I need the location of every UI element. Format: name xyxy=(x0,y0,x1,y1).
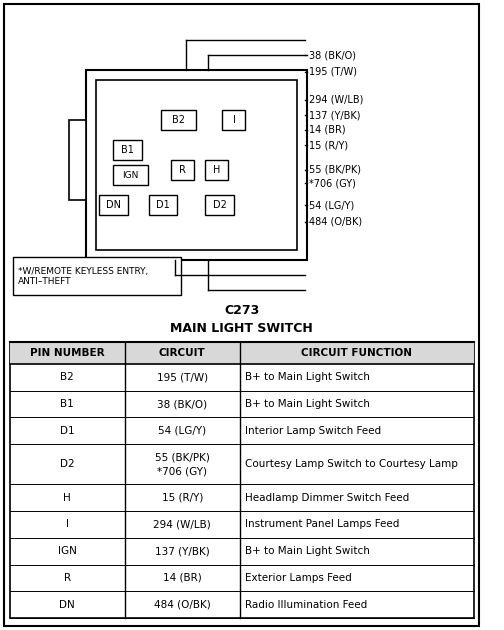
Bar xyxy=(86,70,307,260)
Text: H: H xyxy=(64,493,71,503)
Text: D1: D1 xyxy=(156,200,170,210)
Text: R: R xyxy=(179,165,185,175)
Text: 294 (W/LB): 294 (W/LB) xyxy=(309,95,363,105)
Text: C273: C273 xyxy=(224,304,259,316)
Text: CIRCUIT: CIRCUIT xyxy=(159,348,206,358)
Text: Exterior Lamps Feed: Exterior Lamps Feed xyxy=(245,573,352,583)
Text: 137 (Y/BK): 137 (Y/BK) xyxy=(309,110,360,120)
Text: B+ to Main Light Switch: B+ to Main Light Switch xyxy=(245,399,370,409)
Bar xyxy=(10,342,124,364)
FancyBboxPatch shape xyxy=(113,140,142,160)
Text: Interior Lamp Switch Feed: Interior Lamp Switch Feed xyxy=(245,426,382,436)
Text: MAIN LIGHT SWITCH: MAIN LIGHT SWITCH xyxy=(170,321,313,335)
Bar xyxy=(96,80,297,250)
Text: I: I xyxy=(232,115,235,125)
Text: 294 (W/LB): 294 (W/LB) xyxy=(153,519,211,529)
Bar xyxy=(240,342,474,364)
Text: 38 (BK/O): 38 (BK/O) xyxy=(309,50,356,60)
Text: 15 (R/Y): 15 (R/Y) xyxy=(309,140,348,150)
FancyBboxPatch shape xyxy=(99,195,128,215)
Bar xyxy=(10,342,474,618)
Text: B+ to Main Light Switch: B+ to Main Light Switch xyxy=(245,546,370,556)
Text: B1: B1 xyxy=(60,399,74,409)
FancyBboxPatch shape xyxy=(205,195,234,215)
Text: B2: B2 xyxy=(60,372,74,382)
Bar xyxy=(69,120,86,200)
Text: 14 (BR): 14 (BR) xyxy=(309,125,345,135)
Text: Radio Illumination Feed: Radio Illumination Feed xyxy=(245,600,368,610)
Text: *W/REMOTE KEYLESS ENTRY,
ANTI–THEFT: *W/REMOTE KEYLESS ENTRY, ANTI–THEFT xyxy=(18,267,149,287)
Text: CIRCUIT FUNCTION: CIRCUIT FUNCTION xyxy=(301,348,412,358)
Text: IGN: IGN xyxy=(57,546,77,556)
Text: I: I xyxy=(66,519,69,529)
Text: B1: B1 xyxy=(121,145,134,155)
FancyBboxPatch shape xyxy=(4,4,479,626)
Text: D2: D2 xyxy=(60,459,75,469)
Text: 54 (LG/Y): 54 (LG/Y) xyxy=(309,200,354,210)
Text: 14 (BR): 14 (BR) xyxy=(163,573,202,583)
FancyBboxPatch shape xyxy=(113,165,148,185)
Text: H: H xyxy=(213,165,220,175)
Text: DN: DN xyxy=(59,600,75,610)
Text: IGN: IGN xyxy=(122,171,139,180)
FancyBboxPatch shape xyxy=(205,160,228,180)
Text: Courtesy Lamp Switch to Courtesy Lamp: Courtesy Lamp Switch to Courtesy Lamp xyxy=(245,459,458,469)
Bar xyxy=(124,342,240,364)
Text: 484 (O/BK): 484 (O/BK) xyxy=(309,217,362,227)
Text: D1: D1 xyxy=(60,426,75,436)
FancyBboxPatch shape xyxy=(222,110,245,130)
Text: Instrument Panel Lamps Feed: Instrument Panel Lamps Feed xyxy=(245,519,400,529)
FancyBboxPatch shape xyxy=(171,160,194,180)
FancyBboxPatch shape xyxy=(14,257,181,295)
Text: R: R xyxy=(64,573,71,583)
FancyBboxPatch shape xyxy=(149,195,177,215)
Text: 137 (Y/BK): 137 (Y/BK) xyxy=(155,546,210,556)
Text: PIN NUMBER: PIN NUMBER xyxy=(30,348,104,358)
Text: D2: D2 xyxy=(213,200,226,210)
Text: *706 (GY): *706 (GY) xyxy=(309,178,356,188)
Text: 484 (O/BK): 484 (O/BK) xyxy=(154,600,211,610)
Text: 55 (BK/PK): 55 (BK/PK) xyxy=(155,452,210,462)
Text: *706 (GY): *706 (GY) xyxy=(157,466,207,476)
Text: 54 (LG/Y): 54 (LG/Y) xyxy=(158,426,206,436)
Text: B+ to Main Light Switch: B+ to Main Light Switch xyxy=(245,372,370,382)
Text: 38 (BK/O): 38 (BK/O) xyxy=(157,399,207,409)
Text: 55 (BK/PK): 55 (BK/PK) xyxy=(309,165,361,175)
Text: 195 (T/W): 195 (T/W) xyxy=(157,372,208,382)
Text: 15 (R/Y): 15 (R/Y) xyxy=(161,493,203,503)
Text: 195 (T/W): 195 (T/W) xyxy=(309,67,357,77)
FancyBboxPatch shape xyxy=(161,110,196,130)
Text: DN: DN xyxy=(106,200,120,210)
Text: B2: B2 xyxy=(172,115,185,125)
Text: Headlamp Dimmer Switch Feed: Headlamp Dimmer Switch Feed xyxy=(245,493,410,503)
